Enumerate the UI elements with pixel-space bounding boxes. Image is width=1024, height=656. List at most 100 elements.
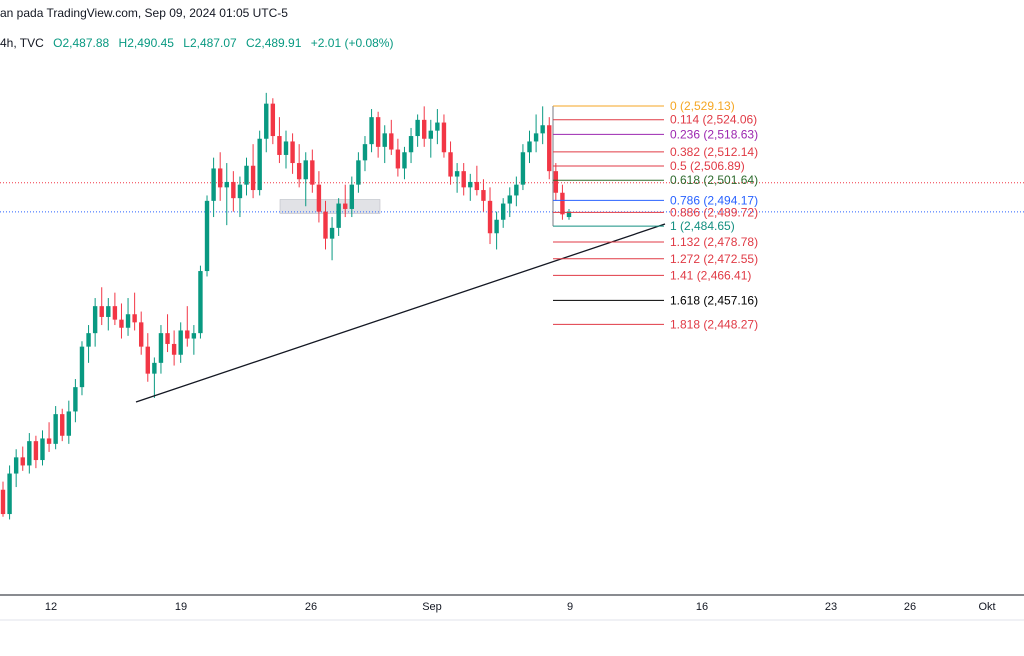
candle — [533, 114, 539, 153]
candle — [296, 144, 302, 188]
candle — [329, 217, 335, 261]
candle — [375, 111, 381, 158]
candle — [487, 187, 493, 245]
candle — [316, 171, 322, 223]
candle — [165, 314, 170, 353]
high-value: H2,490.45 — [118, 36, 174, 50]
time-axis-tick: 26 — [904, 601, 916, 613]
candle — [428, 119, 433, 158]
candle — [257, 130, 262, 196]
fib-level-label: 1 (2,484.65) — [670, 219, 735, 233]
time-axis: 12 19 26 Sep 9 16 23 26 Okt — [0, 594, 1024, 621]
candle — [0, 481, 6, 517]
consolidation-zone — [279, 199, 381, 214]
candle — [60, 408, 65, 442]
candle — [277, 117, 282, 164]
candle — [474, 165, 480, 196]
candle — [237, 176, 243, 218]
fib-level-label: 0.886 (2,489.72) — [670, 205, 758, 219]
candle — [494, 211, 499, 250]
candle — [86, 325, 91, 363]
candle — [527, 130, 532, 164]
candle — [73, 379, 78, 423]
candle — [461, 163, 466, 196]
candle — [185, 306, 190, 347]
candle — [415, 114, 420, 147]
time-axis-tick: 19 — [175, 601, 187, 613]
fib-level-label: 1.818 (2,448.27) — [670, 317, 758, 331]
candle — [13, 449, 19, 488]
candle — [198, 265, 203, 339]
change-value: +2.01 (+0.08%) — [310, 36, 394, 50]
fib-level-label: 1.132 (2,478.78) — [670, 235, 758, 249]
candle — [323, 200, 328, 250]
candle — [422, 106, 427, 147]
candle — [40, 430, 45, 466]
candle — [7, 465, 12, 520]
candle — [125, 298, 131, 336]
candle — [408, 127, 414, 164]
candle — [454, 163, 460, 193]
candle — [448, 141, 453, 185]
fib-level-label: 1.618 (2,457.16) — [670, 293, 758, 307]
candle — [250, 144, 256, 199]
candle — [53, 406, 58, 450]
time-axis-tick: 23 — [825, 601, 837, 613]
close-value: C2,489.91 — [246, 36, 302, 50]
candles — [0, 92, 572, 520]
candle — [270, 98, 276, 145]
candle — [507, 187, 512, 218]
candle — [145, 333, 150, 382]
fib-level-label: 0.382 (2,512.14) — [670, 145, 758, 159]
candle — [303, 152, 308, 207]
candle — [468, 173, 473, 201]
fib-level-label: 0.618 (2,501.64) — [670, 173, 758, 187]
fib-level-label: 0 (2,529.13) — [670, 99, 735, 113]
fib-level-label: 1.272 (2,472.55) — [670, 252, 758, 266]
candle — [27, 433, 32, 474]
candle — [132, 292, 137, 331]
ohlc-legend: 4h, TVC O2,487.88 H2,490.45 L2,487.07 C2… — [0, 36, 399, 50]
support-trendline — [135, 223, 666, 403]
candle — [66, 400, 72, 444]
time-axis-tick: 12 — [45, 601, 57, 613]
candle — [290, 133, 295, 174]
candle — [139, 311, 144, 355]
candle — [106, 298, 111, 331]
fib-level-label: 1.41 (2,466.41) — [670, 268, 751, 282]
candle — [99, 287, 104, 326]
candle — [514, 176, 519, 207]
candle — [310, 149, 315, 193]
candle — [178, 322, 183, 363]
candle — [231, 171, 236, 212]
candle — [283, 130, 289, 169]
candle — [349, 176, 355, 218]
fibonacci-extension: 0 (2,529.13)0.114 (2,524.06)0.236 (2,518… — [552, 99, 758, 331]
candle — [211, 157, 216, 218]
candle — [553, 163, 559, 201]
candle — [336, 198, 341, 236]
fib-level-label: 0.786 (2,494.17) — [670, 193, 758, 207]
candle — [171, 330, 177, 366]
candle — [547, 117, 552, 180]
candle — [369, 109, 374, 153]
candle — [191, 325, 197, 355]
candle — [441, 114, 447, 158]
candle — [566, 208, 572, 220]
time-axis-tick: Okt — [978, 601, 995, 613]
fib-level-label: 0.5 (2,506.89) — [670, 159, 745, 173]
low-value: L2,487.07 — [183, 36, 237, 50]
chart-attribution: an pada TradingView.com, Sep 09, 2024 01… — [0, 6, 288, 20]
candle — [362, 136, 368, 172]
time-axis-tick: 9 — [567, 601, 573, 613]
fib-level-label: 0.114 (2,524.06) — [670, 113, 757, 127]
candle — [264, 92, 269, 153]
candle — [158, 325, 164, 374]
candle — [92, 298, 98, 347]
candle — [356, 152, 361, 193]
candle — [46, 422, 52, 452]
candle — [112, 292, 118, 326]
candle — [402, 146, 407, 180]
candle — [481, 179, 486, 212]
